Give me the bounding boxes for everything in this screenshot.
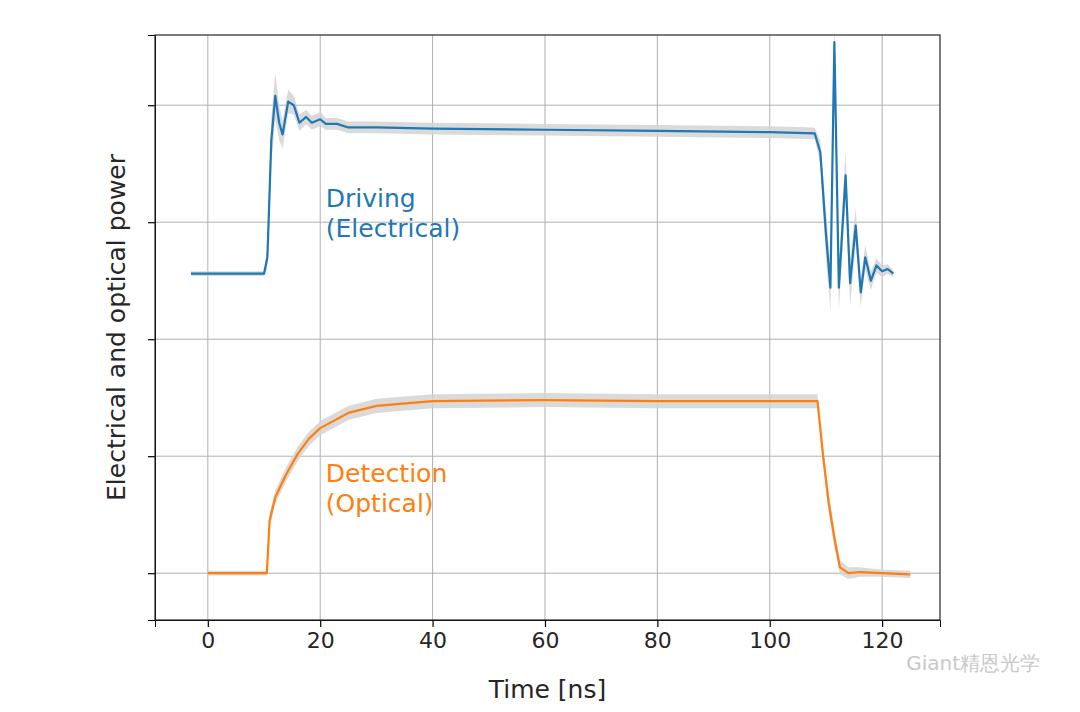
- x-tick-mark: [770, 620, 771, 627]
- x-tick-label: 0: [201, 628, 215, 653]
- x-axis: 0 20 40 60 80 100 120: [156, 620, 941, 653]
- grid-line-x: [769, 35, 770, 620]
- grid: [155, 35, 940, 620]
- x-tick-mark: [545, 620, 546, 627]
- y-tick-mark: [148, 456, 155, 457]
- y-tick: [148, 105, 155, 106]
- x-tick-label: 60: [531, 628, 559, 653]
- plot-background: [155, 35, 940, 620]
- y-tick-mark: [148, 339, 155, 340]
- y-axis-line: [148, 36, 156, 621]
- y-axis-title: Electrical and optical power: [102, 153, 131, 501]
- x-tick-mark: [432, 620, 433, 627]
- y-tick-mark: [148, 573, 155, 574]
- series-line: [191, 42, 893, 292]
- chart: 0 20 40 60 80 100 120 Time [ns] Electrical and o…: [0, 0, 1080, 712]
- x-tick-label: 40: [419, 628, 447, 653]
- annotation: Driving(Electrical): [326, 184, 460, 243]
- plot-area: [191, 35, 910, 579]
- y-tick-mark: [148, 222, 155, 223]
- x-tick-mark: [657, 620, 658, 627]
- x-axis-title: Time [ns]: [488, 675, 607, 704]
- grid-line-x: [657, 35, 658, 620]
- watermark: Giant精恩光学: [906, 651, 1040, 675]
- y-tick: [148, 456, 155, 457]
- y-tick-mark: [148, 105, 155, 106]
- series-line: [208, 400, 910, 574]
- grid-line-y: [155, 573, 940, 574]
- y-tick: [148, 222, 155, 223]
- error-band: [191, 35, 893, 311]
- x-tick-mark: [882, 620, 883, 627]
- x-tick: 40: [419, 620, 447, 653]
- x-tick-label: 80: [644, 628, 672, 653]
- y-tick: [148, 573, 155, 574]
- grid-line-y: [155, 339, 940, 340]
- grid-line-x: [207, 35, 208, 620]
- error-band: [208, 393, 910, 579]
- grid-line-y: [155, 222, 940, 223]
- x-tick: 80: [644, 620, 672, 653]
- x-axis-line: [156, 621, 941, 628]
- x-tick: 100: [749, 620, 791, 653]
- x-tick: 60: [531, 620, 559, 653]
- x-tick-label: 20: [307, 628, 335, 653]
- grid-line-x: [882, 35, 883, 620]
- y-tick: [148, 339, 155, 340]
- x-tick-label: 120: [862, 628, 904, 653]
- x-tick: 20: [307, 620, 335, 653]
- x-tick-mark: [320, 620, 321, 627]
- x-tick: 0: [201, 620, 215, 653]
- y-axis: [148, 36, 156, 621]
- x-tick-mark: [208, 620, 209, 627]
- x-tick-label: 100: [749, 628, 791, 653]
- plot-frame: [155, 35, 940, 620]
- grid-line-x: [544, 35, 545, 620]
- annotation: Detection(Optical): [326, 459, 447, 518]
- x-tick: 120: [862, 620, 904, 653]
